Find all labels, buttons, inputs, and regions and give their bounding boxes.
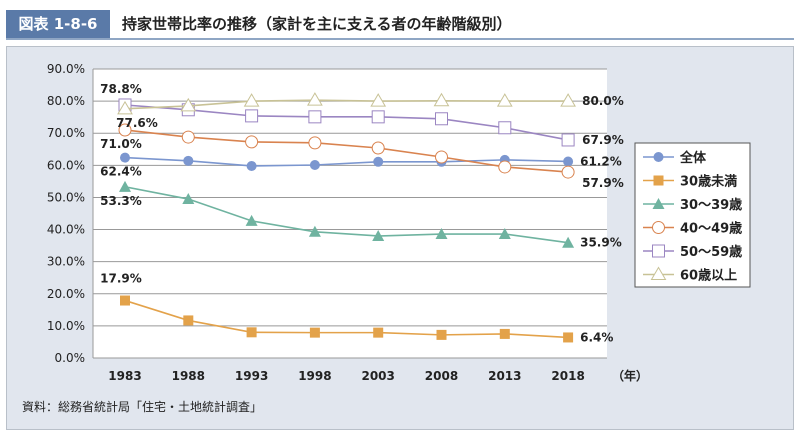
- data-label: 53.3%: [100, 194, 142, 208]
- data-point: [309, 160, 320, 171]
- data-point: [120, 295, 130, 306]
- data-point: [308, 110, 322, 124]
- legend: [634, 142, 751, 288]
- data-point: [561, 133, 575, 147]
- data-label: 77.6%: [116, 116, 158, 130]
- series-line-4: [124, 129, 569, 173]
- y-tick-label: 60.0%: [47, 158, 85, 172]
- series-line-6: [124, 99, 569, 110]
- data-point: [181, 130, 195, 144]
- legend-marker: [650, 266, 667, 280]
- data-point: [308, 136, 322, 150]
- data-point: [563, 156, 574, 167]
- y-tick-label: 50.0%: [47, 190, 85, 204]
- data-point: [183, 155, 194, 166]
- series-line-5: [124, 104, 569, 141]
- x-tick-label: 1988: [172, 369, 205, 383]
- data-point: [120, 152, 130, 163]
- legend-marker: [652, 198, 665, 209]
- source-note: 資料：総務省統計局「住宅・土地統計調査」: [22, 400, 263, 414]
- legend-marker: [653, 175, 664, 186]
- data-point: [245, 135, 259, 149]
- data-label: 61.2%: [580, 154, 622, 168]
- legend-label: 40～49歳: [680, 221, 742, 237]
- figure-header: 図表 1-8-6 持家世帯比率の推移（家計を主に支える者の年齢階級別）: [6, 10, 794, 40]
- x-unit-label: （年）: [612, 368, 648, 383]
- legend-label: 30～39歳: [680, 197, 742, 213]
- series-line-2: [124, 299, 569, 339]
- x-tick-label: 2018: [551, 369, 584, 383]
- figure-title: 持家世帯比率の推移（家計を主に支える者の年齢階級別）: [122, 15, 512, 33]
- data-point: [180, 97, 197, 112]
- data-point: [308, 225, 321, 237]
- legend-marker: [652, 244, 665, 258]
- data-point: [436, 329, 447, 340]
- y-tick-label: 40.0%: [47, 223, 85, 237]
- data-label: 6.4%: [580, 330, 613, 344]
- data-point: [245, 109, 259, 123]
- y-tick-label: 30.0%: [47, 255, 85, 269]
- data-point: [563, 332, 574, 343]
- data-point: [119, 180, 131, 192]
- legend-label: 60歳以上: [680, 268, 737, 284]
- data-point: [562, 236, 575, 248]
- y-tick-label: 10.0%: [47, 319, 85, 333]
- data-point: [498, 121, 512, 135]
- data-point: [117, 100, 133, 115]
- x-tick-label: 1983: [108, 369, 141, 383]
- data-label: 35.9%: [580, 236, 622, 250]
- data-point: [496, 93, 513, 107]
- data-point: [309, 327, 320, 338]
- data-point: [435, 112, 448, 126]
- x-tick-label: 2003: [361, 369, 394, 383]
- x-tick-label: 2008: [425, 369, 458, 383]
- legend-label: 全体: [679, 150, 707, 166]
- data-point: [561, 165, 575, 179]
- data-point: [182, 193, 195, 205]
- data-point: [118, 123, 132, 137]
- figure-label: 図表 1-8-6: [6, 10, 110, 38]
- data-label: 67.9%: [582, 133, 624, 147]
- data-point: [243, 93, 260, 107]
- data-label: 17.9%: [100, 272, 142, 286]
- y-tick-label: 20.0%: [47, 287, 85, 301]
- legend-marker: [653, 152, 664, 162]
- legend-label: 50～59歳: [680, 244, 742, 260]
- data-label: 57.9%: [582, 176, 624, 190]
- data-point: [499, 328, 510, 339]
- data-point: [245, 214, 258, 226]
- y-tick-label: 80.0%: [47, 94, 85, 108]
- y-tick-label: 0.0%: [55, 351, 86, 365]
- data-point: [435, 228, 448, 240]
- x-tick-label: 1993: [235, 369, 268, 383]
- data-point: [372, 229, 385, 241]
- data-point: [433, 92, 450, 107]
- legend-label: 30歳未満: [680, 174, 737, 190]
- y-tick-label: 70.0%: [47, 126, 85, 140]
- data-label: 78.8%: [100, 82, 142, 96]
- series-line-1: [124, 156, 569, 167]
- data-label: 80.0%: [582, 94, 624, 108]
- data-point: [560, 93, 576, 107]
- data-point: [373, 156, 384, 167]
- series-line-3: [124, 186, 569, 244]
- data-point: [498, 160, 512, 174]
- y-tick-label: 90.0%: [47, 62, 85, 76]
- data-point: [246, 160, 257, 171]
- data-label: 62.4%: [100, 165, 142, 179]
- data-point: [371, 141, 385, 155]
- data-point: [373, 327, 384, 338]
- x-tick-label: 2013: [488, 369, 521, 383]
- data-point: [371, 110, 385, 124]
- data-point: [246, 327, 257, 338]
- data-point: [435, 150, 448, 164]
- x-tick-label: 1998: [298, 369, 331, 383]
- data-point: [370, 93, 387, 107]
- legend-marker: [652, 221, 665, 234]
- data-point: [183, 315, 194, 326]
- data-label: 71.0%: [100, 137, 142, 151]
- data-point: [498, 228, 511, 240]
- data-point: [307, 92, 323, 106]
